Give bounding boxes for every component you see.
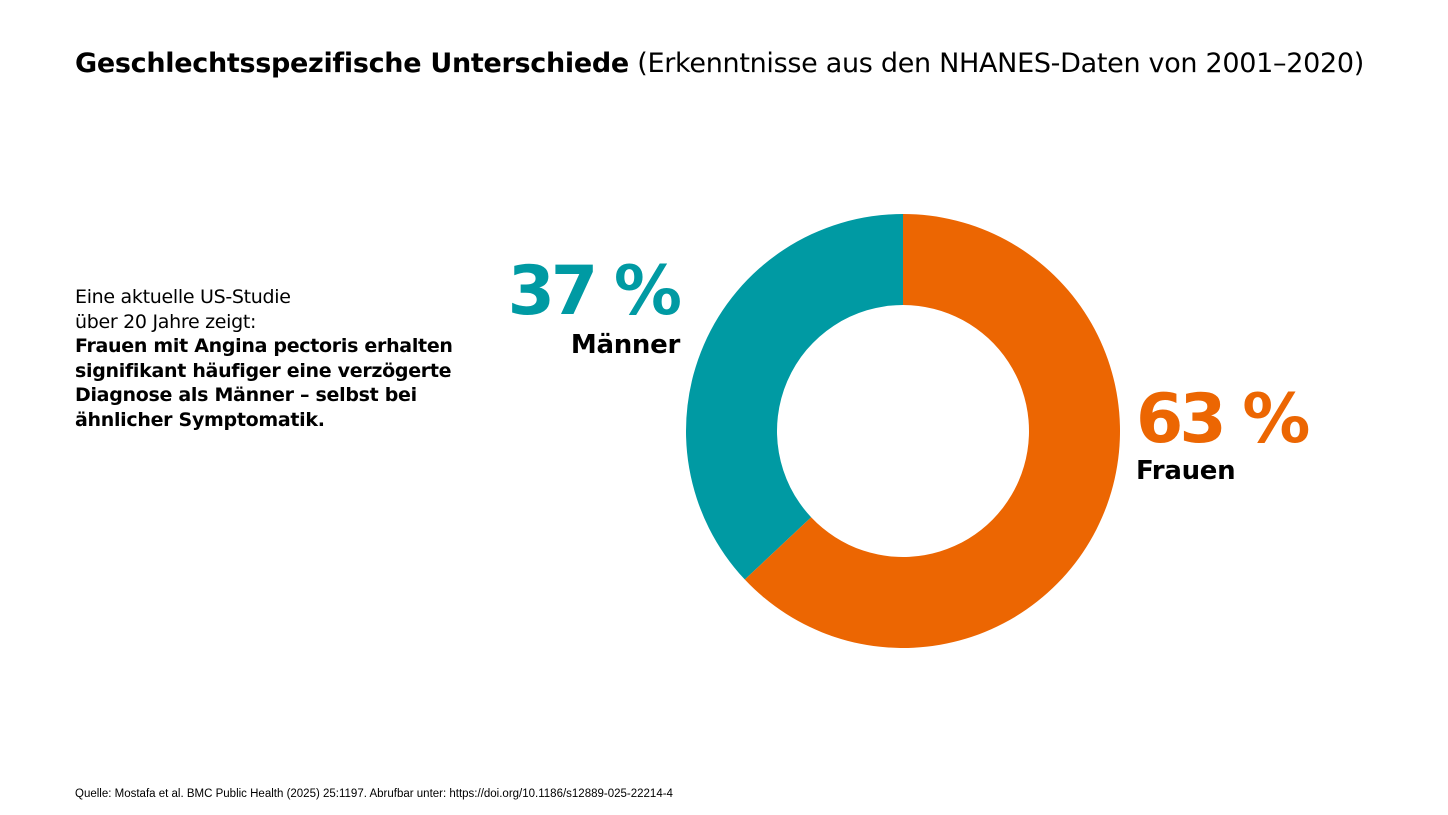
label-value-maenner: 37 % [507,252,682,331]
donut-slice-frauen [744,214,1120,648]
page-title: Geschlechtsspezifische Unterschiede (Erk… [75,48,1364,79]
label-category-maenner: Männer [570,330,680,360]
title-bold: Geschlechtsspezifische Unterschiede [75,48,629,79]
intro-line-1: Eine aktuelle US-Studie [75,286,291,308]
source-note: Quelle: Mostafa et al. BMC Public Health… [75,788,673,800]
intro-highlight: Frauen mit Angina pectoris erhalten sign… [75,335,453,431]
donut-slice-maenner [685,213,903,580]
intro-text: Eine aktuelle US-Studie über 20 Jahre ze… [75,285,495,433]
label-category-frauen: Frauen [1136,456,1236,486]
label-value-frauen: 63 % [1136,380,1310,459]
title-subtitle: (Erkenntnisse aus den NHANES-Daten von 2… [637,48,1364,79]
intro-line-2: über 20 Jahre zeigt: [75,310,257,333]
